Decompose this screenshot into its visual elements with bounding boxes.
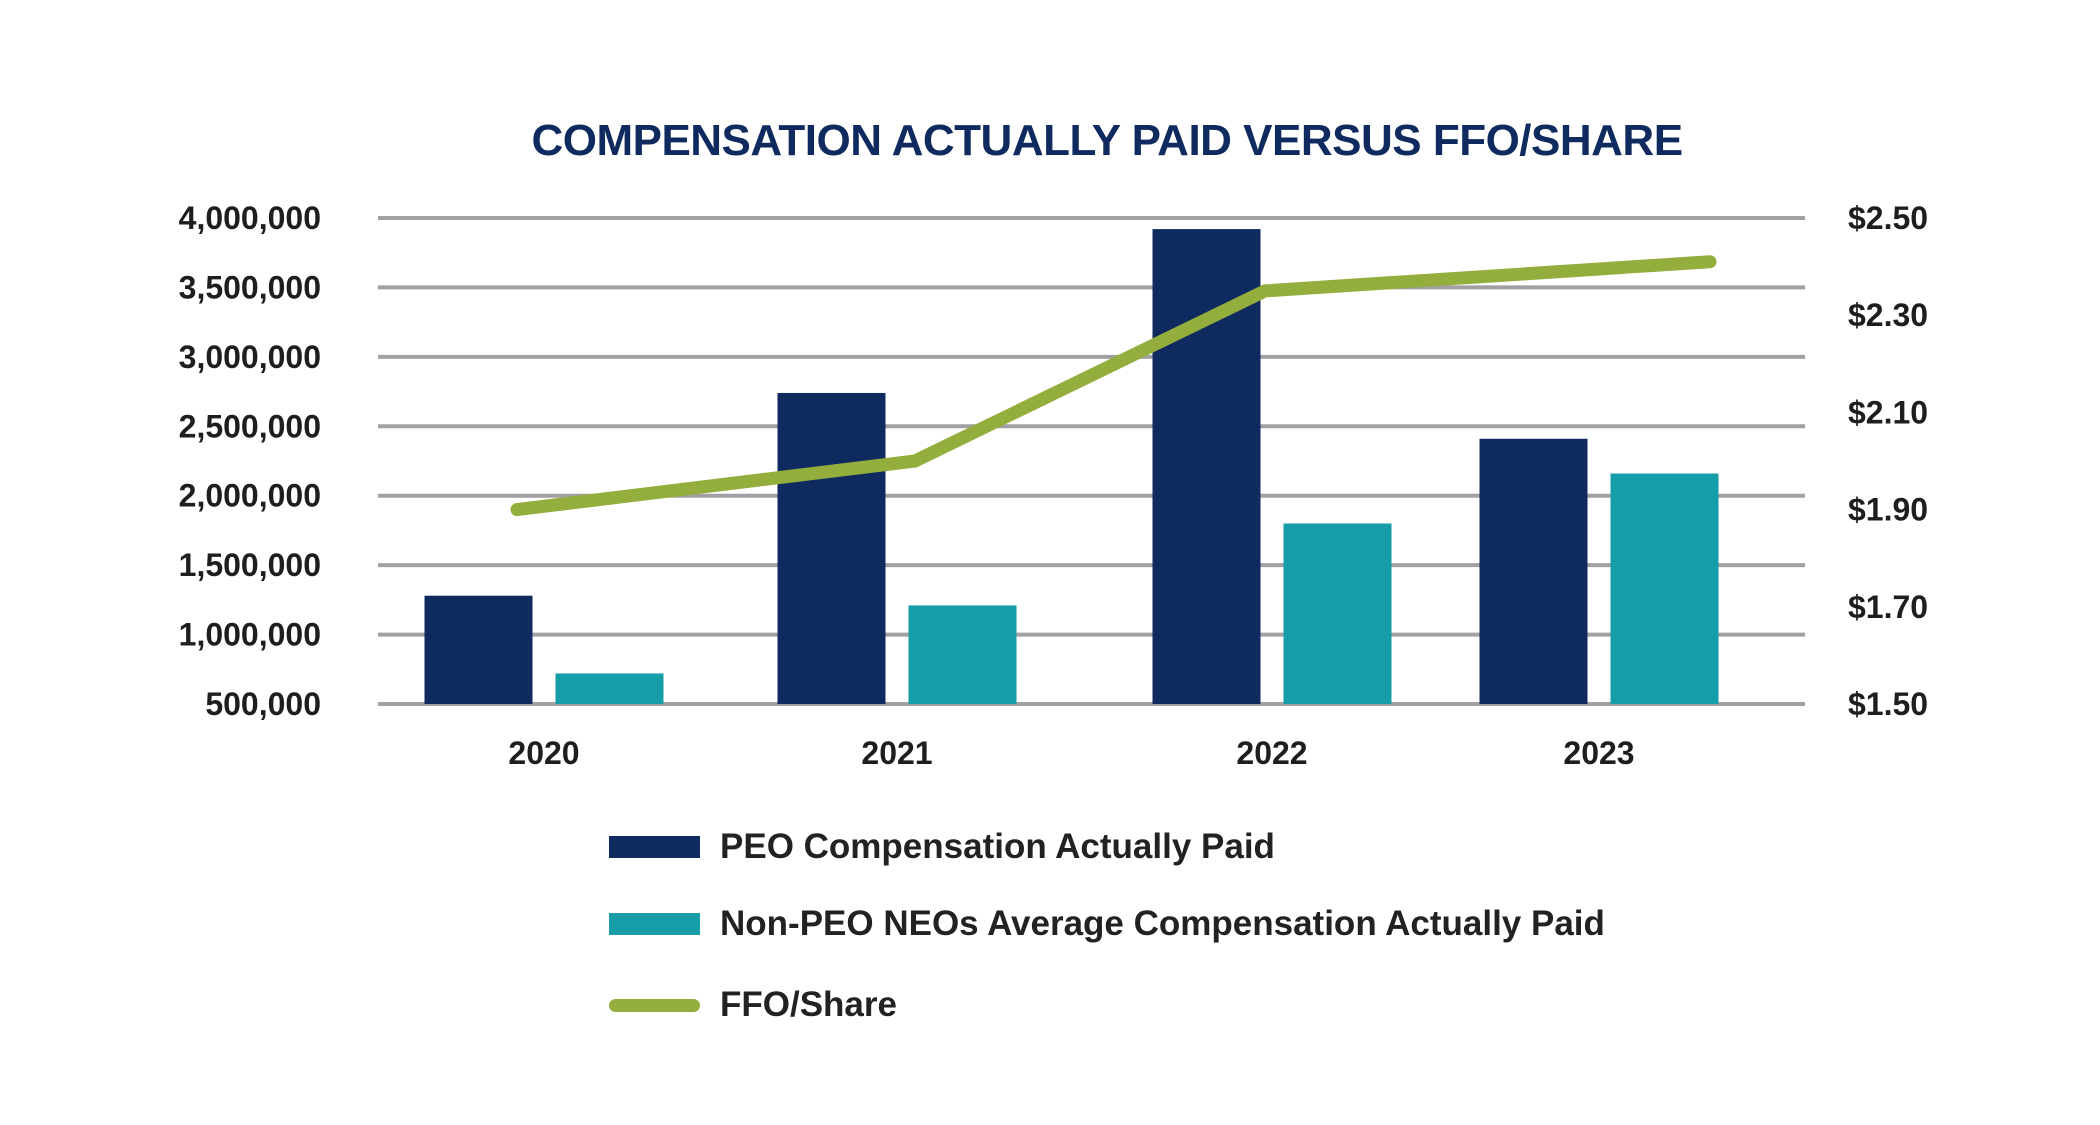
bar-non-peo bbox=[1610, 473, 1719, 704]
bar-peo bbox=[1479, 438, 1588, 704]
y-left-tick-label: 3,500,000 bbox=[179, 269, 321, 305]
y-right-tick-label: $1.50 bbox=[1848, 686, 1928, 722]
y-left-tick-label: 1,000,000 bbox=[179, 617, 321, 653]
legend-swatch-non-peo bbox=[609, 913, 700, 935]
legend-item-peo: PEO Compensation Actually Paid bbox=[609, 827, 1275, 867]
y-left-tick-label: 2,000,000 bbox=[179, 478, 321, 514]
x-tick-label: 2023 bbox=[1563, 735, 1634, 771]
y-left-tick-label: 1,500,000 bbox=[179, 547, 321, 583]
legend-label-non-peo: Non-PEO NEOs Average Compensation Actual… bbox=[720, 904, 1605, 943]
legend-swatch-ffo bbox=[609, 998, 700, 1012]
bar-non-peo bbox=[908, 605, 1017, 704]
y-left-tick-label: 3,000,000 bbox=[179, 339, 321, 375]
x-tick-label: 2020 bbox=[508, 735, 579, 771]
y-right-tick-label: $1.70 bbox=[1848, 589, 1928, 625]
y-right-tick-label: $2.50 bbox=[1848, 200, 1928, 236]
y-right-tick-label: $2.30 bbox=[1848, 297, 1928, 333]
y-left-tick-label: 2,500,000 bbox=[179, 408, 321, 444]
x-tick-label: 2022 bbox=[1236, 735, 1307, 771]
bar-peo bbox=[424, 595, 533, 704]
y-left-tick-label: 4,000,000 bbox=[179, 200, 321, 236]
legend-swatch-peo bbox=[609, 836, 700, 858]
bar-non-peo bbox=[1283, 523, 1392, 704]
y-right-tick-label: $1.90 bbox=[1848, 492, 1928, 528]
y-right-tick-label: $2.10 bbox=[1848, 394, 1928, 430]
chart-title: COMPENSATION ACTUALLY PAID VERSUS FFO/SH… bbox=[531, 116, 1683, 165]
legend-item-non-peo: Non-PEO NEOs Average Compensation Actual… bbox=[609, 904, 1605, 944]
legend-label-ffo: FFO/Share bbox=[720, 985, 897, 1024]
bar-non-peo bbox=[555, 673, 664, 704]
legend-label-peo: PEO Compensation Actually Paid bbox=[720, 827, 1275, 866]
x-tick-label: 2021 bbox=[861, 735, 932, 771]
line-ffo-share bbox=[510, 255, 1717, 517]
legend-item-ffo: FFO/Share bbox=[609, 985, 897, 1025]
y-left-tick-label: 500,000 bbox=[205, 686, 321, 722]
bar-peo bbox=[777, 392, 886, 704]
